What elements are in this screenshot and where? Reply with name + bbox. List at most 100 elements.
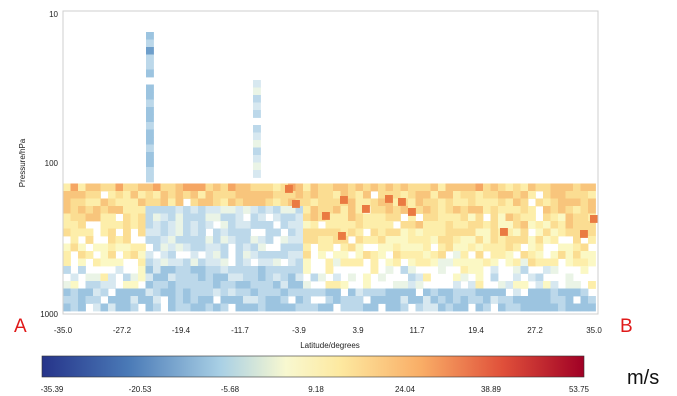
heatmap-cell [70,281,79,289]
heatmap-cell [85,183,94,192]
heatmap-cell [543,206,551,214]
endpoint-label-a: A [14,316,27,337]
heatmap-cell [558,296,566,304]
heatmap-cell [205,303,214,312]
heatmap-cell [310,303,319,312]
x-tick-label: -11.7 [231,326,249,335]
heatmap-cell [408,273,416,282]
heatmap-cell [243,243,251,252]
heatmap-cell [63,213,71,222]
heatmap-cell [490,296,499,304]
heatmap-cell [393,198,401,207]
heatmap-cell [363,281,371,289]
heatmap-cell [198,183,206,192]
heatmap-cell [580,191,589,199]
heatmap-cell [235,296,244,304]
heatmap-cell [573,236,581,244]
heatmap-cell [63,296,71,304]
heatmap-cell [228,266,236,274]
heatmap-cell [160,228,169,237]
heatmap-cell [340,303,349,312]
x-tick-label: -27.2 [113,326,132,335]
heatmap-cell [146,137,154,145]
heatmap-cell [460,258,469,267]
heatmap-cell [423,303,431,312]
heatmap-cell [340,206,349,214]
heatmap-cell [138,266,146,274]
heatmap-cell [220,213,229,222]
heatmap-cell [363,213,371,222]
heatmap-cell [400,206,409,214]
heatmap-cell [490,251,499,259]
heatmap-cell [235,303,244,312]
heatmap-cell [258,243,266,252]
heatmap-cell [580,230,588,238]
heatmap-cell [543,228,551,237]
heatmap-cell [183,228,191,237]
heatmap-cell [168,296,176,304]
heatmap-cell [228,236,236,244]
heatmap-cell [243,191,251,199]
heatmap-cell [175,258,184,267]
heatmap-cell [213,273,221,282]
heatmap-cell [475,281,484,289]
heatmap-cell [573,198,581,207]
heatmap-cell [475,273,484,282]
heatmap-cell [408,213,416,222]
heatmap-cell [590,215,598,223]
heatmap-cell [400,251,409,259]
heatmap-cell [378,228,386,237]
heatmap-cell [378,221,386,229]
heatmap-cell [295,243,304,252]
heatmap-cell [340,258,349,267]
heatmap-cell [265,251,274,259]
heatmap-cell [258,251,266,259]
heatmap-cell [123,251,131,259]
heatmap-cell [243,251,251,259]
heatmap-cell [85,281,94,289]
heatmap-cell [318,191,326,199]
heatmap-cell [228,213,236,222]
heatmap-cell [445,221,454,229]
colorbar-tick-label: 53.75 [569,385,590,394]
heatmap-cell [310,221,319,229]
heatmap-cell [153,228,161,237]
heatmap-cell [348,273,356,282]
heatmap-cell [198,191,206,199]
heatmap-cell [513,296,521,304]
heatmap-cell [100,183,109,192]
heatmap-cell [235,258,244,267]
heatmap-cell [123,243,131,252]
heatmap-cell [400,191,409,199]
heatmap-cell [430,183,439,192]
heatmap-cell [85,251,94,259]
heatmap-cell [588,251,596,259]
x-tick-label: 27.2 [527,326,543,335]
heatmap-cell [265,191,274,199]
heatmap-cell [235,221,244,229]
heatmap-cell [535,243,544,252]
heatmap-cell [580,258,589,267]
heatmap-cell [565,191,574,199]
heatmap-cell [505,281,514,289]
heatmap-cell [198,213,206,222]
heatmap-cell [145,191,154,199]
colorbar-unit-label: m/s [627,367,659,389]
heatmap-cell [183,243,191,252]
heatmap-cell [475,198,484,207]
heatmap-cell [70,198,79,207]
colorbar-tick-label: 24.04 [395,385,416,394]
heatmap-cell [445,213,454,222]
heatmap-cell [145,281,154,289]
heatmap-cell [100,303,109,312]
heatmap-cell [378,288,386,297]
heatmap-cell [438,206,446,214]
heatmap-cell [63,198,71,207]
heatmap-cell [265,266,274,274]
heatmap-cell [325,258,334,267]
heatmap-cell [498,191,506,199]
heatmap-cell [183,281,191,289]
heatmap-cell [445,258,454,267]
heatmap-cell [280,221,289,229]
heatmap-cell [475,266,484,274]
